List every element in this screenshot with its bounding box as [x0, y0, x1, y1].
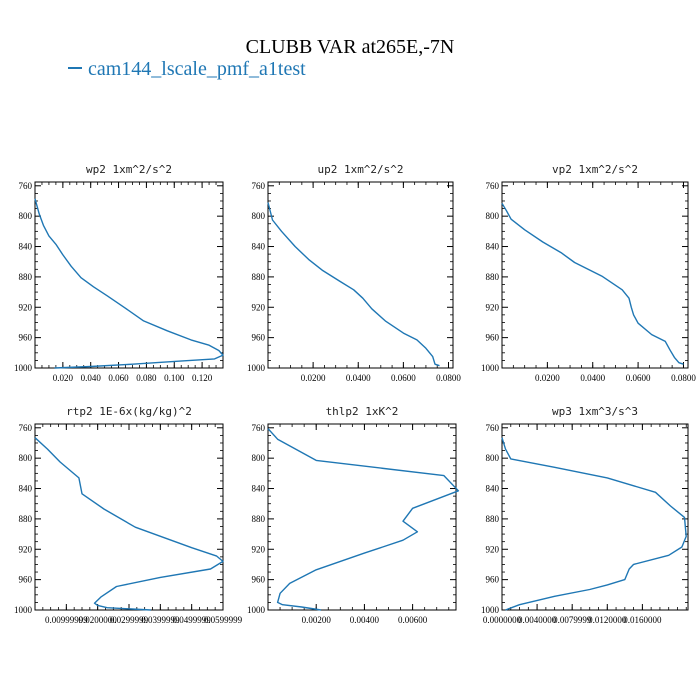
y-tick-label: 960: [252, 333, 266, 343]
y-tick-label: 920: [486, 544, 500, 554]
y-tick-label: 840: [252, 242, 266, 252]
panel-title: thlp2 1xK^2: [326, 405, 399, 418]
y-tick-label: 1000: [14, 605, 33, 615]
series-line: [34, 437, 224, 611]
y-tick-label: 760: [19, 423, 33, 433]
x-tick-label: 0.0040000: [518, 615, 557, 625]
x-tick-label: 0.040: [81, 373, 102, 383]
y-tick-label: 800: [486, 211, 500, 221]
y-tick-label: 1000: [247, 605, 266, 615]
x-tick-label: 0.0400: [346, 373, 371, 383]
plot-frame: [501, 423, 689, 611]
y-tick-label: 1000: [481, 605, 500, 615]
y-tick-label: 1000: [481, 363, 500, 373]
y-tick-label: 1000: [247, 363, 266, 373]
panel-title: rtp2 1E-6x(kg/kg)^2: [66, 405, 192, 418]
y-tick-label: 920: [486, 302, 500, 312]
y-tick-label: 920: [19, 302, 33, 312]
figure-title: CLUBB VAR at265E,-7N: [245, 36, 455, 58]
y-tick-label: 880: [486, 514, 500, 524]
x-tick-label: 0.120: [192, 373, 213, 383]
y-tick-label: 800: [19, 211, 33, 221]
x-tick-label: 0.0079999: [553, 615, 592, 625]
x-tick-label: 0.0200000: [79, 615, 118, 625]
y-tick-label: 760: [486, 181, 500, 191]
x-tick-label: 0.0800: [671, 373, 696, 383]
y-tick-label: 1000: [14, 363, 33, 373]
y-tick-label: 800: [252, 211, 266, 221]
plot-frame: [267, 423, 457, 611]
y-tick-label: 800: [19, 453, 33, 463]
x-tick-label: 0.0599999: [204, 615, 243, 625]
series-line: [267, 428, 460, 611]
panel-1: wp2 1xm^2/s^2 760 800 840 880 920 960 1000 0.020…: [14, 163, 224, 383]
x-tick-label: 0.100: [164, 373, 185, 383]
panel-3: vp2 1xm^2/s^2 760 800 840 880 920 960 1000 0.020…: [481, 163, 696, 383]
legend: cam144_lscale_pmf_a1test: [68, 58, 306, 81]
x-tick-label: 0.00999999: [45, 615, 88, 625]
plot-frame: [267, 181, 454, 369]
y-tick-label: 800: [486, 453, 500, 463]
y-tick-label: 880: [252, 272, 266, 282]
panel-title: wp2 1xm^2/s^2: [86, 163, 172, 176]
y-tick-label: 880: [252, 514, 266, 524]
y-tick-label: 960: [486, 575, 500, 585]
x-tick-label: 0.0160000: [623, 615, 662, 625]
y-tick-label: 760: [486, 423, 500, 433]
y-tick-label: 840: [486, 242, 500, 252]
x-tick-label: 0.0399999: [141, 615, 180, 625]
y-tick-label: 880: [19, 272, 33, 282]
y-tick-label: 920: [19, 544, 33, 554]
y-tick-label: 760: [19, 181, 33, 191]
panel-title: wp3 1xm^3/s^3: [552, 405, 638, 418]
y-tick-label: 840: [252, 484, 266, 494]
y-tick-label: 760: [252, 181, 266, 191]
legend-label: cam144_lscale_pmf_a1test: [88, 58, 306, 80]
y-tick-label: 960: [19, 333, 33, 343]
y-tick-label: 920: [252, 302, 266, 312]
series-line: [267, 202, 440, 367]
plot-frame: [501, 181, 689, 369]
plot-frame: [34, 423, 224, 611]
series-line: [34, 198, 224, 369]
y-tick-label: 840: [486, 484, 500, 494]
series-line: [501, 202, 684, 365]
y-tick-label: 840: [19, 242, 33, 252]
y-tick-label: 960: [19, 575, 33, 585]
x-tick-label: 0.00400: [350, 615, 380, 625]
x-tick-label: 0.0000000: [483, 615, 522, 625]
x-tick-label: 0.080: [136, 373, 157, 383]
legend-line-swatch: [68, 67, 82, 70]
x-tick-label: 0.0600: [391, 373, 416, 383]
panel-title: up2 1xm^2/s^2: [317, 163, 403, 176]
y-tick-label: 880: [19, 514, 33, 524]
y-tick-label: 840: [19, 484, 33, 494]
x-tick-label: 0.00200: [302, 615, 332, 625]
y-tick-label: 760: [252, 423, 266, 433]
y-tick-label: 880: [486, 272, 500, 282]
x-tick-label: 0.0200: [301, 373, 326, 383]
x-tick-label: 0.0120000: [588, 615, 627, 625]
panel-title: vp2 1xm^2/s^2: [552, 163, 638, 176]
x-tick-label: 0.0200: [535, 373, 560, 383]
plot-frame: [34, 181, 224, 369]
x-tick-label: 0.0499999: [173, 615, 212, 625]
y-tick-label: 920: [252, 544, 266, 554]
panel-2: up2 1xm^2/s^2 760 800 840 880 920 960 1000 0.020…: [247, 163, 461, 383]
y-tick-label: 960: [486, 333, 500, 343]
series-line: [501, 437, 687, 611]
panel-5: thlp2 1xK^2 760 800 840 880 920 960 1000 0.00200…: [247, 405, 460, 625]
x-tick-label: 0.020: [53, 373, 74, 383]
panel-4: rtp2 1E-6x(kg/kg)^2 760 800 840 880 920 960 100…: [14, 405, 243, 625]
x-tick-label: 0.060: [108, 373, 129, 383]
panel-6: wp3 1xm^3/s^3 760 800 840 880 920 960 10000.000…: [481, 405, 689, 625]
x-tick-label: 0.0400: [580, 373, 605, 383]
y-tick-label: 800: [252, 453, 266, 463]
x-tick-label: 0.00600: [398, 615, 428, 625]
x-tick-label: 0.0299999: [110, 615, 149, 625]
x-tick-label: 0.0600: [626, 373, 651, 383]
y-tick-label: 960: [252, 575, 266, 585]
x-tick-label: 0.0800: [436, 373, 461, 383]
